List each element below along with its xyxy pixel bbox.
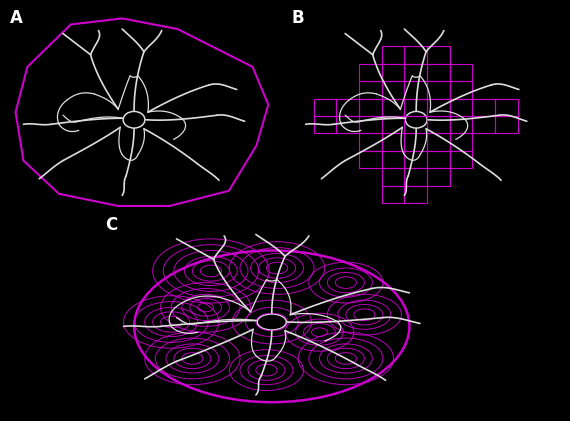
- Bar: [404, 151, 427, 168]
- Bar: [450, 151, 473, 168]
- Bar: [450, 116, 473, 133]
- Bar: [450, 64, 473, 81]
- Bar: [382, 186, 404, 203]
- Bar: [427, 168, 450, 186]
- Bar: [450, 99, 473, 116]
- Bar: [427, 46, 450, 64]
- Bar: [314, 116, 336, 133]
- Bar: [404, 133, 427, 151]
- Bar: [404, 168, 427, 186]
- Bar: [427, 99, 450, 116]
- Bar: [359, 99, 382, 116]
- Bar: [427, 151, 450, 168]
- Bar: [404, 99, 427, 116]
- Bar: [314, 99, 336, 116]
- Bar: [359, 133, 382, 151]
- Bar: [382, 64, 404, 81]
- Bar: [404, 46, 427, 64]
- Bar: [404, 81, 427, 99]
- Bar: [336, 116, 359, 133]
- Bar: [404, 116, 427, 133]
- Bar: [495, 99, 518, 116]
- Bar: [450, 81, 473, 99]
- Bar: [382, 99, 404, 116]
- Bar: [359, 116, 382, 133]
- Bar: [473, 99, 495, 116]
- Bar: [382, 168, 404, 186]
- Bar: [359, 151, 382, 168]
- Bar: [427, 116, 450, 133]
- Bar: [359, 64, 382, 81]
- Bar: [359, 81, 382, 99]
- Bar: [427, 133, 450, 151]
- Bar: [404, 186, 427, 203]
- Text: B: B: [292, 9, 304, 27]
- Bar: [336, 99, 359, 116]
- Bar: [427, 81, 450, 99]
- Text: C: C: [105, 216, 117, 234]
- Bar: [495, 116, 518, 133]
- Text: A: A: [10, 9, 23, 27]
- Bar: [382, 151, 404, 168]
- Bar: [450, 133, 473, 151]
- Bar: [473, 116, 495, 133]
- Bar: [382, 81, 404, 99]
- Bar: [382, 46, 404, 64]
- Bar: [382, 133, 404, 151]
- Bar: [427, 64, 450, 81]
- Bar: [382, 116, 404, 133]
- Bar: [404, 64, 427, 81]
